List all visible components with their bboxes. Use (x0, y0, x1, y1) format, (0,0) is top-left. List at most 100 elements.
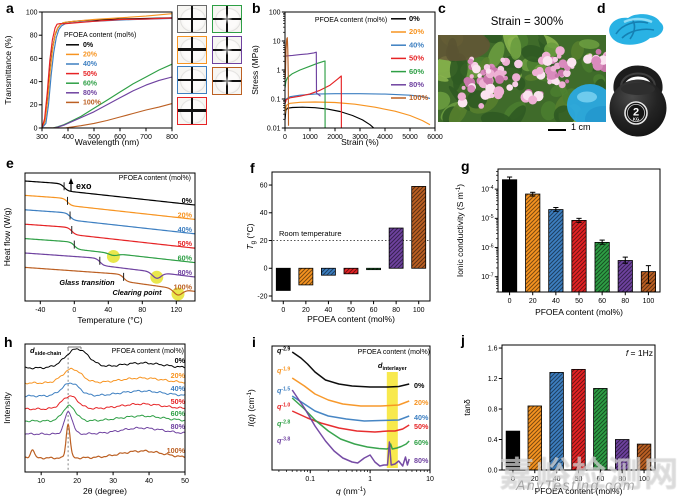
svg-text:PFOEA content (mol%): PFOEA content (mol%) (535, 486, 623, 496)
svg-text:0: 0 (283, 134, 287, 141)
svg-text:60: 60 (598, 298, 606, 305)
svg-text:40: 40 (30, 79, 38, 86)
blue-film-image (609, 14, 664, 45)
svg-text:5000: 5000 (402, 134, 418, 141)
svg-text:20%: 20% (83, 52, 98, 59)
svg-text:PFOEA content (mol%): PFOEA content (mol%) (315, 17, 387, 24)
svg-text:0%: 0% (414, 381, 425, 390)
svg-text:q-2.9: q-2.9 (277, 346, 290, 355)
kettlebell-weight-unit: KG (633, 117, 639, 122)
svg-text:60%: 60% (171, 409, 186, 418)
svg-text:100: 100 (413, 307, 425, 314)
svg-text:40: 40 (552, 298, 560, 305)
svg-text:40: 40 (104, 307, 112, 314)
svg-text:100: 100 (26, 9, 38, 16)
svg-text:10-4: 10-4 (481, 185, 493, 194)
svg-text:60: 60 (30, 56, 38, 63)
svg-text:80: 80 (30, 33, 38, 40)
svg-text:Transmittance (%): Transmittance (%) (3, 35, 13, 104)
svg-text:0: 0 (72, 307, 76, 314)
svg-text:0: 0 (508, 298, 512, 305)
svg-text:1.6: 1.6 (488, 345, 498, 352)
svg-text:I(q) (cm-1): I(q) (cm-1) (246, 389, 256, 427)
svg-text:20: 20 (529, 298, 537, 305)
svg-text:60%: 60% (409, 67, 424, 76)
svg-text:50%: 50% (171, 397, 186, 406)
panel-label-f: f (250, 160, 255, 176)
svg-text:0.0: 0.0 (488, 467, 498, 474)
svg-text:Tg (°C): Tg (°C) (245, 223, 257, 249)
svg-text:1: 1 (368, 476, 372, 483)
kettlebell-image: 2 KG (609, 65, 667, 137)
svg-text:PFOEA content (mol%): PFOEA content (mol%) (119, 175, 191, 182)
svg-text:50%: 50% (178, 239, 193, 248)
svg-text:10-5: 10-5 (481, 214, 493, 223)
svg-text:Clearing point: Clearing point (112, 288, 162, 297)
svg-text:800: 800 (166, 134, 178, 141)
svg-text:PFOEA content (mol%): PFOEA content (mol%) (358, 349, 430, 356)
svg-text:20%: 20% (171, 371, 186, 380)
svg-text:10: 10 (37, 478, 45, 485)
svg-text:80: 80 (138, 307, 146, 314)
svg-text:40%: 40% (414, 413, 429, 422)
panel-label-b: b (252, 0, 261, 16)
svg-text:dside-chain: dside-chain (30, 346, 61, 357)
svg-text:50: 50 (347, 307, 355, 314)
svg-text:500: 500 (88, 134, 100, 141)
svg-text:100%: 100% (174, 282, 193, 291)
svg-text:0.01: 0.01 (267, 125, 281, 132)
svg-text:0%: 0% (409, 14, 420, 23)
film-sample-inset-brown (212, 67, 242, 95)
svg-text:PFOEA content (mol%): PFOEA content (mol%) (112, 348, 184, 355)
chart-xrd-intensity: 0% 20% 40% 50% 60% 80% 100% 10 20 30 40 50 2θ (degre… (0, 332, 206, 502)
svg-text:20: 20 (73, 478, 81, 485)
kettlebell-handle (613, 65, 663, 95)
svg-text:Glass transition: Glass transition (59, 278, 115, 287)
watermark-chinese: 嘉峪检测网 (500, 456, 680, 494)
svg-text:60: 60 (596, 476, 604, 483)
svg-text:60%: 60% (83, 80, 98, 87)
svg-text:60: 60 (260, 182, 268, 189)
svg-text:-20: -20 (257, 293, 267, 300)
svg-text:20%: 20% (178, 210, 193, 219)
svg-text:80: 80 (392, 307, 400, 314)
panel-label-e: e (6, 155, 14, 171)
svg-text:4000: 4000 (377, 134, 393, 141)
panel-label-g: g (461, 158, 470, 174)
svg-text:40: 40 (553, 476, 561, 483)
chart-tan-delta: 0 20 40 50 60 80 100 0.0 0.4 0.8 1.2 1.6 PFOEA conte… (444, 332, 680, 502)
svg-text:q (nm-1): q (nm-1) (336, 486, 366, 496)
svg-text:10-6: 10-6 (481, 243, 493, 252)
svg-text:0: 0 (511, 476, 515, 483)
svg-text:60%: 60% (178, 254, 193, 263)
panel-label-c: c (438, 0, 446, 16)
svg-text:1000: 1000 (302, 134, 318, 141)
svg-text:2000: 2000 (327, 134, 343, 141)
svg-text:20: 20 (260, 238, 268, 245)
svg-text:100%: 100% (409, 93, 429, 102)
svg-text:0.4: 0.4 (488, 437, 498, 444)
svg-text:50: 50 (575, 476, 583, 483)
svg-text:10: 10 (426, 476, 434, 483)
svg-text:80: 80 (618, 476, 626, 483)
chart-ionic-conductivity: 0 20 40 50 60 80 100 10-4 10-5 10-6 10-7 PFOEA cont… (442, 148, 680, 329)
svg-text:0%: 0% (83, 42, 94, 49)
photo-stretched-film-over-flowers (422, 24, 621, 133)
svg-text:Strain (%): Strain (%) (341, 137, 379, 147)
chart-stress-vs-strain: 0 1000 2000 3000 4000 5000 6000 0.01 0.1 1 10 100 St… (248, 0, 460, 157)
svg-text:40%: 40% (409, 40, 424, 49)
panel-label-a: a (6, 0, 14, 16)
svg-text:20%: 20% (409, 27, 424, 36)
svg-text:PFOEA content (mol%): PFOEA content (mol%) (535, 307, 623, 317)
svg-text:0.8: 0.8 (488, 406, 498, 413)
svg-text:80%: 80% (178, 268, 193, 277)
svg-text:300: 300 (36, 134, 48, 141)
photo-caption: Strain = 300% (490, 16, 564, 28)
svg-text:80%: 80% (171, 422, 186, 431)
svg-text:40: 40 (145, 478, 153, 485)
svg-text:q-1.0: q-1.0 (277, 402, 290, 411)
svg-text:6000: 6000 (427, 134, 443, 141)
svg-text:20: 20 (531, 476, 539, 483)
svg-text:40: 40 (260, 210, 268, 217)
